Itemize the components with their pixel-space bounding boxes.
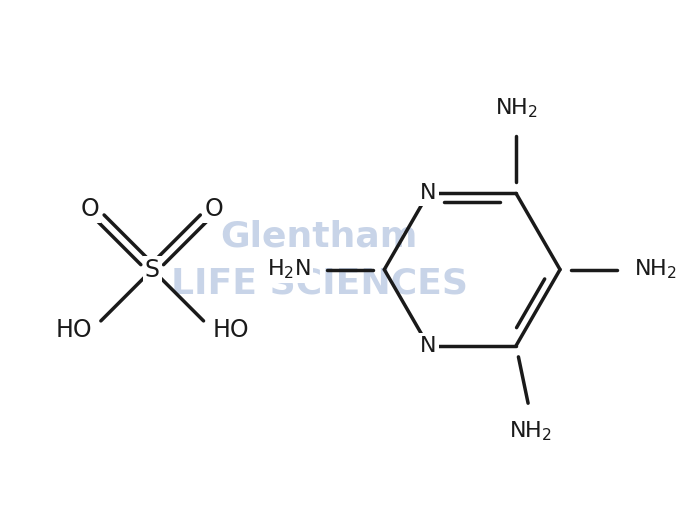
Text: O: O: [205, 198, 223, 222]
Text: HO: HO: [212, 318, 249, 342]
Text: Glentham
LIFE SCIENCES: Glentham LIFE SCIENCES: [171, 219, 468, 301]
Text: N: N: [420, 184, 436, 203]
Text: NH$_2$: NH$_2$: [495, 96, 537, 120]
Text: NH$_2$: NH$_2$: [509, 419, 552, 443]
Text: S: S: [145, 257, 159, 281]
Text: O: O: [81, 198, 100, 222]
Text: N: N: [420, 335, 436, 356]
Text: NH$_2$: NH$_2$: [633, 258, 677, 281]
Text: H$_2$N: H$_2$N: [267, 258, 310, 281]
Text: HO: HO: [56, 318, 92, 342]
